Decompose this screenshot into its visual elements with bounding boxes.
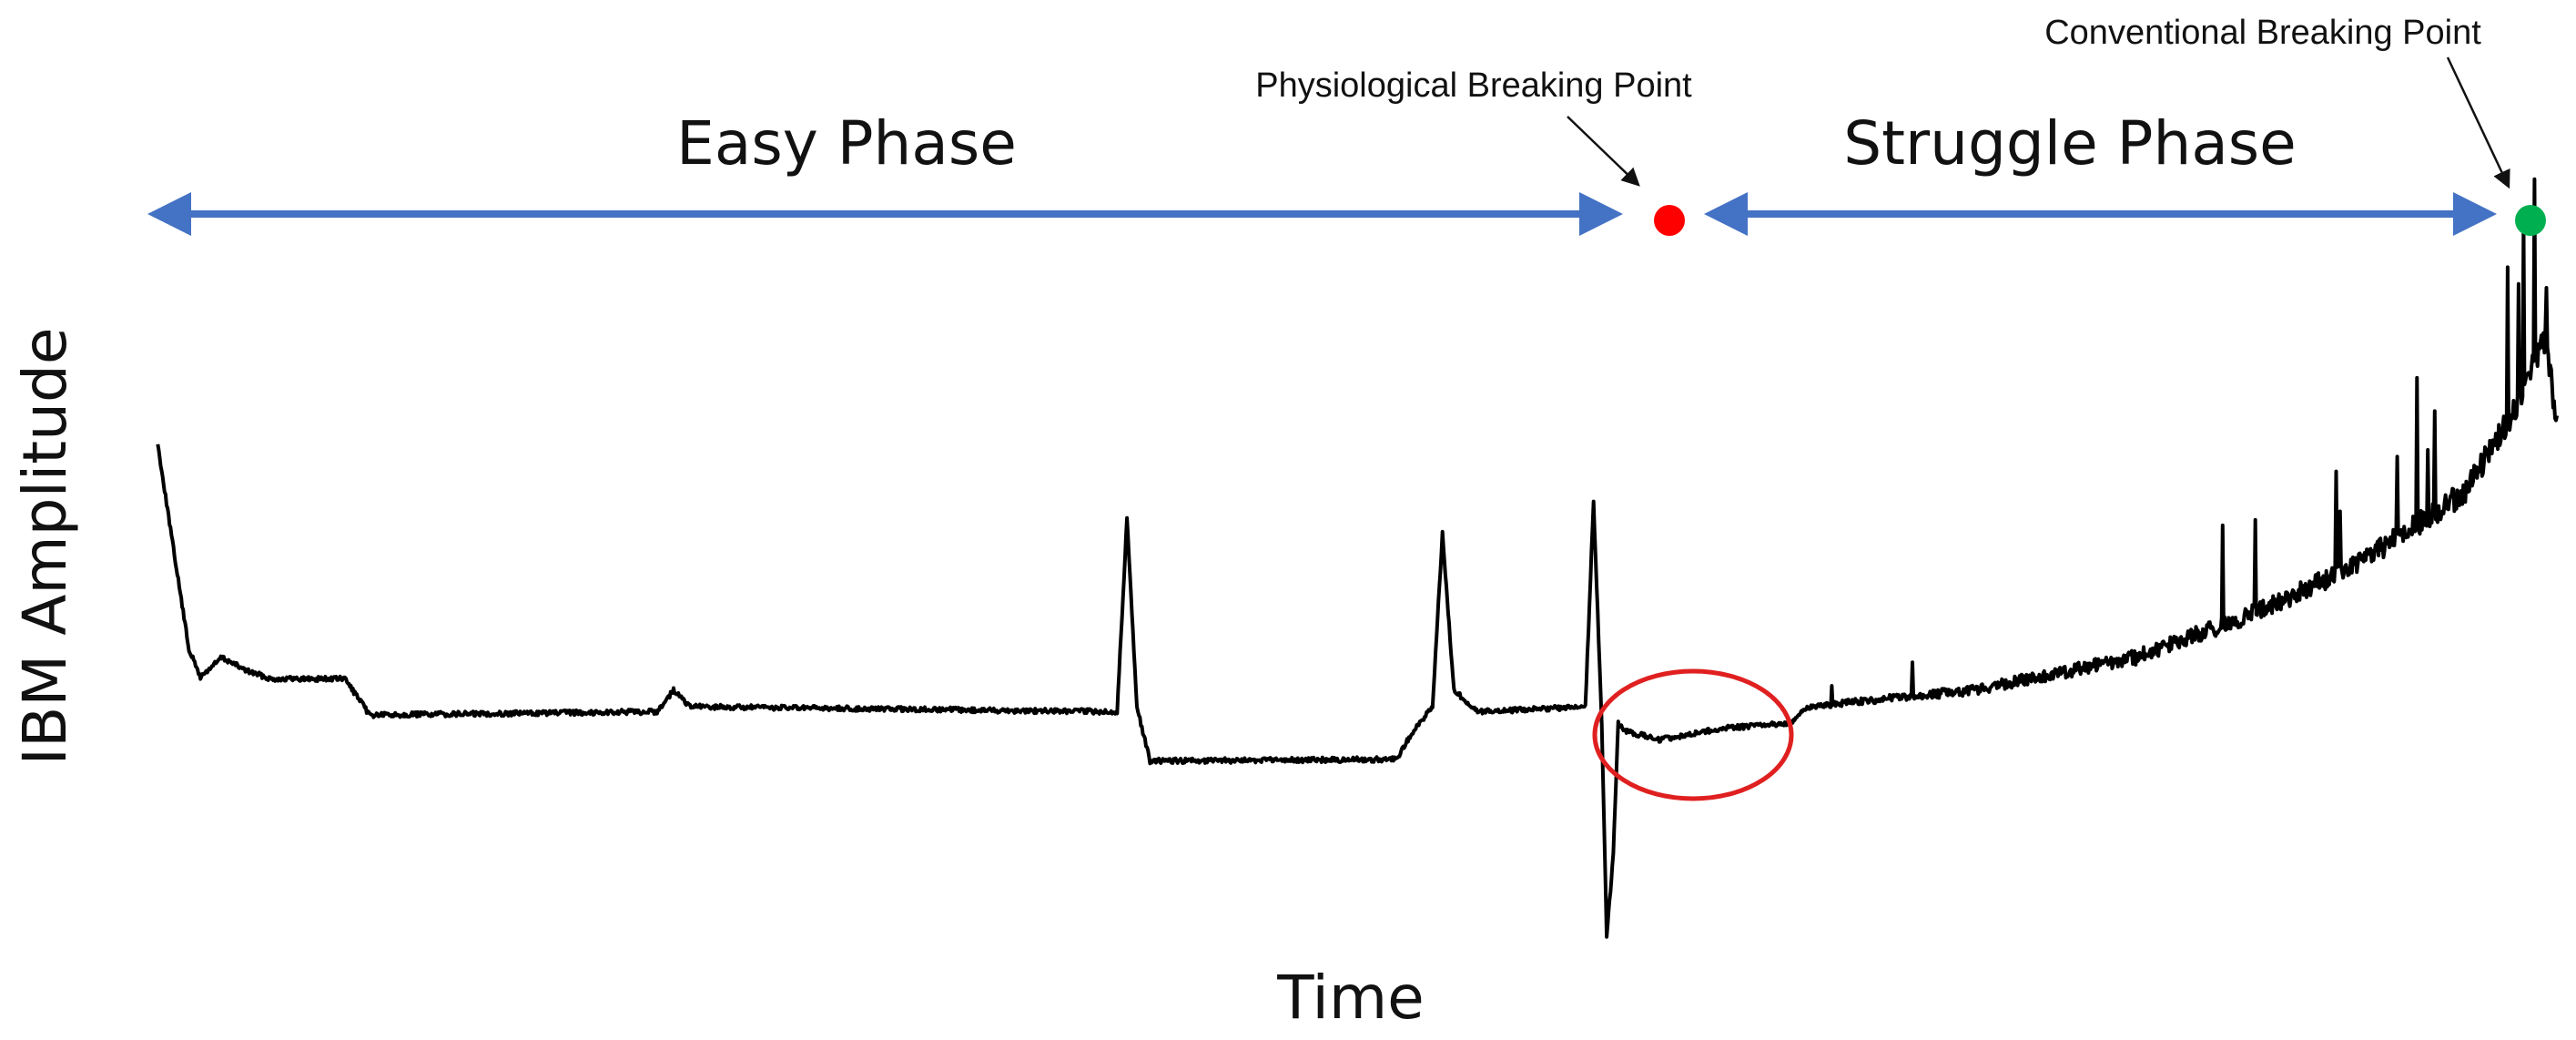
struggle-phase-label: Struggle Phase [1843, 108, 2297, 178]
conventional-label: Conventional Breaking Point [2044, 14, 2481, 52]
conventional-point [2515, 205, 2546, 236]
y-axis-label: IBM Amplitude [10, 328, 80, 766]
signal-trace-group [156, 177, 2560, 939]
x-axis-label: Time [1276, 963, 1425, 1033]
signal-trace [156, 177, 2560, 939]
physiological-label: Physiological Breaking Point [1255, 66, 1692, 105]
easy-phase-label: Easy Phase [676, 108, 1017, 178]
physiological-point [1654, 205, 1685, 236]
highlight-ellipse [1592, 668, 1794, 801]
pointer-arrow [1567, 116, 1640, 187]
pointer-arrow [2446, 56, 2510, 189]
